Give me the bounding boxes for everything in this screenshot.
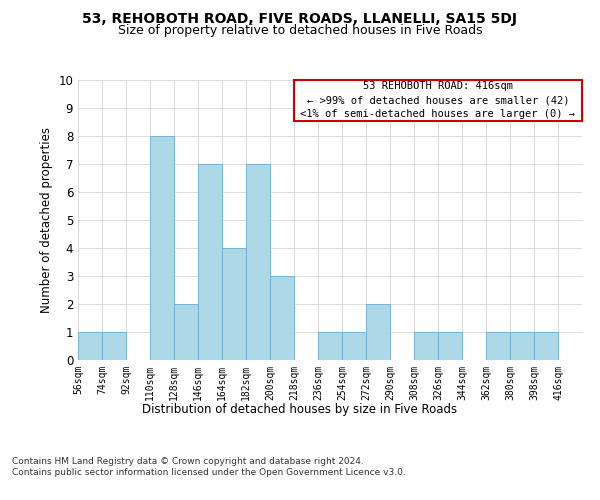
Bar [319,332,341,360]
Text: Contains HM Land Registry data © Crown copyright and database right 2024.
Contai: Contains HM Land Registry data © Crown c… [12,458,406,477]
Bar [223,248,245,360]
Bar [415,332,437,360]
Bar [511,332,533,360]
Bar [151,136,173,360]
Bar [247,164,269,360]
Bar [103,332,125,360]
Text: Distribution of detached houses by size in Five Roads: Distribution of detached houses by size … [142,402,458,415]
Bar [439,332,461,360]
FancyBboxPatch shape [294,80,582,120]
Bar [199,164,221,360]
Text: 53, REHOBOTH ROAD, FIVE ROADS, LLANELLI, SA15 5DJ: 53, REHOBOTH ROAD, FIVE ROADS, LLANELLI,… [83,12,517,26]
Bar [367,304,389,360]
Bar [79,332,101,360]
Y-axis label: Number of detached properties: Number of detached properties [40,127,53,313]
Text: 53 REHOBOTH ROAD: 416sqm
← >99% of detached houses are smaller (42)
<1% of semi-: 53 REHOBOTH ROAD: 416sqm ← >99% of detac… [301,82,575,120]
Text: Size of property relative to detached houses in Five Roads: Size of property relative to detached ho… [118,24,482,37]
Bar [487,332,509,360]
Bar [175,304,197,360]
Bar [343,332,365,360]
Bar [535,332,557,360]
Bar [271,276,293,360]
